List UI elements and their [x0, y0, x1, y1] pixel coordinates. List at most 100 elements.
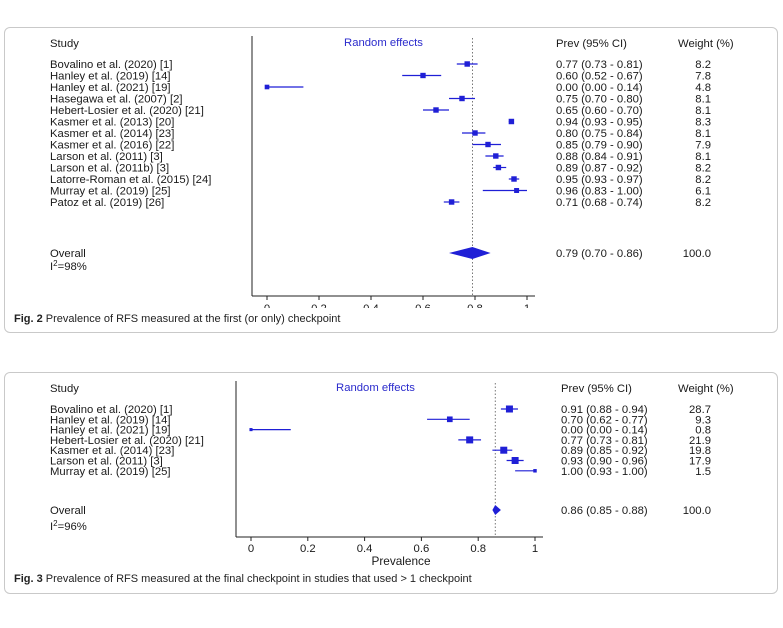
study-label: Hanley et al. (2021) [19] — [50, 82, 171, 94]
point-estimate-marker — [446, 416, 453, 423]
prev-ci-value: 0.94 (0.93 - 0.95) — [556, 117, 643, 129]
weight-value: 8.3 — [695, 117, 711, 129]
point-estimate-marker — [511, 457, 519, 464]
header-study: Study — [50, 383, 79, 395]
weight-value: 8.2 — [695, 174, 711, 186]
prev-ci-value: 0.70 (0.62 - 0.77) — [561, 414, 648, 426]
heterogeneity-i2: I2=98% — [50, 259, 87, 273]
overall-diamond — [492, 505, 501, 515]
header-weight: Weight (%) — [678, 383, 734, 395]
figure-2-panel: Study Random effects Prev (95% CI) Weight (… — [4, 27, 778, 333]
prev-ci-value: 0.93 (0.90 - 0.96) — [561, 456, 648, 468]
point-estimate-marker — [511, 176, 517, 182]
study-label: Larson et al. (2011) [3] — [50, 456, 163, 468]
heterogeneity-i2: I2=96% — [50, 519, 87, 533]
study-label: Larson et al. (2011) [3] — [50, 151, 163, 163]
prev-ci-value: 0.71 (0.68 - 0.74) — [556, 197, 643, 209]
x-tick-label: 1 — [532, 543, 538, 555]
figure-2-caption-text: Prevalence of RFS measured at the first … — [45, 313, 341, 325]
weight-value: 7.8 — [695, 71, 711, 83]
figure-3-caption: Fig. 3 Prevalence of RFS measured at the… — [14, 573, 472, 585]
study-label: Larson et al. (2011b) [3] — [50, 163, 169, 175]
point-estimate-marker — [485, 141, 491, 148]
study-label: Bovalino et al. (2020) [1] — [50, 59, 172, 71]
study-label: Hanley et al. (2021) [19] — [50, 425, 171, 437]
point-estimate-marker — [249, 428, 253, 432]
prev-ci-value: 0.77 (0.73 - 0.81) — [556, 59, 643, 71]
weight-value: 7.9 — [695, 140, 711, 152]
overall-label: Overall — [50, 505, 86, 517]
point-estimate-marker — [508, 118, 515, 125]
study-label: Kasmer et al. (2016) [22] — [50, 140, 174, 152]
x-tick-label: 0.6 — [414, 543, 430, 555]
point-estimate-marker — [500, 446, 508, 454]
overall-prev-ci-value: 0.79 (0.70 - 0.86) — [556, 248, 643, 260]
overall-diamond — [449, 247, 491, 259]
point-estimate-marker — [472, 130, 478, 136]
figure-3-panel: Study Random effects Prev (95% CI) Weight (… — [4, 372, 778, 594]
overall-weight-value: 100.0 — [683, 505, 711, 517]
point-estimate-marker — [464, 61, 470, 67]
study-label: Hasegawa et al. (2007) [2] — [50, 94, 183, 106]
point-estimate-marker — [433, 107, 439, 113]
point-estimate-marker — [420, 72, 426, 79]
forest-plot-fig2: Study Random effects Prev (95% CI) Weight (… — [50, 36, 734, 308]
figure-3-caption-text: Prevalence of RFS measured at the final … — [45, 573, 472, 585]
study-label: Latorre-Roman et al. (2015) [24] — [50, 174, 211, 186]
x-axis-label: Prevalence — [371, 554, 430, 568]
weight-value: 8.1 — [695, 151, 711, 163]
weight-value: 8.1 — [695, 94, 711, 106]
prev-ci-value: 0.60 (0.52 - 0.67) — [556, 71, 643, 83]
header-weight: Weight (%) — [678, 38, 734, 50]
point-estimate-marker — [466, 436, 474, 444]
weight-value: 0.8 — [695, 425, 711, 437]
prev-ci-value: 0.65 (0.60 - 0.70) — [556, 105, 643, 117]
prev-ci-value: 0.85 (0.79 - 0.90) — [556, 140, 643, 152]
x-tick-label: 0.4 — [363, 303, 379, 308]
study-label: Kasmer et al. (2013) [20] — [50, 117, 174, 129]
prev-ci-value: 0.89 (0.85 - 0.92) — [561, 445, 648, 457]
header-prev-ci: Prev (95% CI) — [561, 383, 632, 395]
point-estimate-marker — [264, 84, 270, 90]
weight-value: 1.5 — [695, 466, 711, 478]
x-tick-label: 1 — [524, 303, 530, 308]
point-estimate-marker — [448, 199, 455, 205]
overall-weight-value: 100.0 — [683, 248, 711, 260]
point-estimate-marker — [493, 153, 499, 159]
prev-ci-value: 0.95 (0.93 - 0.97) — [556, 174, 643, 186]
x-tick-label: 0.4 — [357, 543, 373, 555]
weight-value: 21.9 — [689, 435, 711, 447]
prev-ci-value: 0.89 (0.87 - 0.92) — [556, 163, 643, 175]
x-tick-label: 0.6 — [415, 303, 431, 308]
point-estimate-marker — [505, 405, 513, 413]
point-estimate-marker — [495, 164, 502, 171]
overall-label: Overall — [50, 248, 86, 260]
prev-ci-value: 0.80 (0.75 - 0.84) — [556, 128, 643, 140]
weight-value: 17.9 — [689, 456, 711, 468]
prev-ci-value: 1.00 (0.93 - 1.00) — [561, 466, 648, 478]
header-prev-ci: Prev (95% CI) — [556, 38, 627, 50]
study-label: Hebert-Losier et al. (2020) [21] — [50, 105, 204, 117]
prev-ci-value: 0.00 (0.00 - 0.14) — [556, 82, 643, 94]
x-tick-label: 0 — [264, 303, 270, 308]
prev-ci-value: 0.00 (0.00 - 0.14) — [561, 425, 648, 437]
prev-ci-value: 0.96 (0.83 - 1.00) — [556, 186, 643, 198]
figure-3-caption-label: Fig. 3 — [14, 573, 43, 585]
prev-ci-value: 0.77 (0.73 - 0.81) — [561, 435, 648, 447]
study-label: Hebert-Losier et al. (2020) [21] — [50, 435, 204, 447]
header-study: Study — [50, 38, 79, 50]
study-label: Bovalino et al. (2020) [1] — [50, 404, 172, 416]
weight-value: 8.2 — [695, 163, 711, 175]
weight-value: 8.2 — [695, 197, 711, 209]
prev-ci-value: 0.75 (0.70 - 0.80) — [556, 94, 643, 106]
forest-plot-fig3: Study Random effects Prev (95% CI) Weight (… — [50, 381, 734, 568]
model-label: Random effects — [336, 382, 415, 394]
study-label: Murray et al. (2019) [25] — [50, 466, 171, 478]
x-tick-label: 0.2 — [300, 543, 316, 555]
model-label: Random effects — [344, 37, 423, 49]
study-label: Murray et al. (2019) [25] — [50, 186, 171, 198]
weight-value: 8.1 — [695, 105, 711, 117]
prev-ci-value: 0.91 (0.88 - 0.94) — [561, 404, 648, 416]
weight-value: 9.3 — [695, 414, 711, 426]
point-estimate-marker — [533, 469, 537, 473]
